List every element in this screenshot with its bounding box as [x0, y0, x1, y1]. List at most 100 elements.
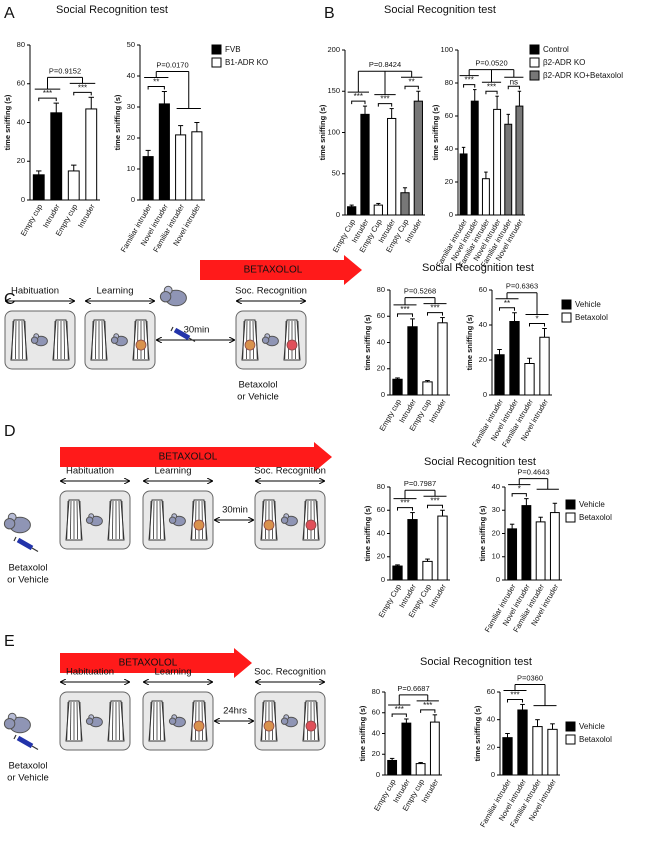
cup-bar	[303, 500, 306, 540]
y-tick-label: 40	[445, 144, 453, 153]
cup-bar	[118, 500, 120, 540]
cup-bar	[21, 320, 23, 360]
cup-bar	[66, 320, 69, 360]
y-tick-label: 80	[377, 285, 385, 294]
drug-label: BETAXOLOL	[244, 265, 303, 276]
bar	[85, 108, 98, 201]
significance-label: ***	[400, 499, 409, 508]
cup-mouse	[263, 519, 275, 531]
pvalue-label: P=0.5268	[404, 287, 436, 296]
panel-label: E	[4, 633, 15, 650]
significance-label: ***	[400, 305, 409, 314]
pvalue-label: P=0.9152	[49, 66, 81, 75]
y-axis-label: time sniffing (s)	[318, 104, 327, 160]
legend-label: Betaxolol	[579, 513, 612, 522]
drug-label: BETAXOLOL	[119, 658, 178, 669]
bar	[509, 321, 520, 396]
cup-bar	[195, 500, 197, 540]
cup-bar	[313, 500, 315, 540]
group-bracket	[416, 694, 439, 702]
panel-label: B	[324, 5, 335, 22]
significance-bracket	[404, 85, 419, 90]
y-tick-label: 0	[381, 575, 385, 584]
significance-bracket	[507, 85, 520, 90]
arena	[59, 691, 131, 751]
y-tick-label: 0	[336, 210, 340, 219]
panel-title: Social Recognition test	[420, 656, 532, 668]
group-bracket	[508, 478, 531, 486]
cup-bar	[63, 320, 65, 360]
y-tick-label: 30	[492, 505, 500, 514]
interval-label: 30min	[184, 325, 210, 336]
y-axis-label: time sniffing (s)	[358, 705, 367, 761]
y-axis-label: time sniffing (s)	[478, 505, 487, 561]
cup-mouse	[193, 519, 205, 531]
y-tick-label: 0	[21, 195, 25, 204]
legend-label: Vehicle	[579, 500, 605, 509]
cup-bar	[137, 320, 139, 360]
y-tick-label: 20	[487, 742, 495, 751]
cup-bar	[133, 320, 136, 360]
group-bracket	[423, 297, 447, 305]
pvalue-label: P=0.0170	[156, 60, 188, 69]
y-tick-label: 20	[377, 552, 385, 561]
arena	[142, 691, 214, 751]
bar	[347, 206, 357, 216]
bar	[437, 515, 448, 581]
cup-bar	[204, 701, 207, 741]
cup-bar	[288, 320, 290, 360]
legend-label: Control	[543, 45, 569, 54]
arena	[254, 490, 326, 550]
bar	[535, 521, 546, 581]
cup-bar	[121, 500, 124, 540]
significance-label: ***	[487, 82, 496, 91]
bar	[429, 721, 440, 776]
cup-bar	[271, 500, 273, 540]
group-bracket	[176, 71, 201, 109]
x-tick-label: Empty cup	[19, 202, 45, 237]
significance-bracket	[397, 313, 413, 317]
arena	[254, 691, 326, 751]
bar	[494, 354, 505, 396]
mouse-head	[30, 336, 39, 344]
group-bracket	[459, 69, 479, 77]
cup-mouse	[305, 720, 317, 732]
bar	[360, 113, 370, 216]
stage-label: Learning	[97, 286, 134, 297]
significance-bracket	[38, 97, 57, 102]
significance-bracket	[351, 100, 366, 105]
group-bracket	[388, 694, 411, 706]
y-tick-label: 60	[445, 111, 453, 120]
significance-label: *	[535, 315, 538, 324]
legend-swatch	[529, 44, 540, 55]
cup-bar	[11, 320, 14, 360]
legend-swatch	[561, 312, 572, 323]
drug-arrow	[60, 648, 252, 678]
y-axis-label: time sniffing (s)	[465, 314, 474, 370]
significance-label: ***	[430, 496, 439, 505]
y-tick-label: 0	[376, 770, 380, 779]
bar	[392, 565, 403, 581]
cup-bar	[297, 320, 300, 360]
y-tick-label: 200	[327, 45, 340, 54]
cup-bar	[201, 701, 203, 741]
significance-label: ***	[380, 95, 389, 104]
pvalue-label: P=0.7987	[404, 479, 436, 488]
pvalue-label: P=0.4643	[517, 468, 549, 477]
cup-bar	[274, 500, 277, 540]
panel-label: A	[4, 5, 15, 22]
y-tick-label: 20	[479, 355, 487, 364]
significance-label: ***	[43, 89, 52, 98]
significance-label: *	[518, 485, 521, 494]
legend-swatch	[565, 721, 576, 732]
cup-bar	[108, 500, 111, 540]
cup-bar	[255, 320, 258, 360]
y-axis-label: time sniffing (s)	[363, 314, 372, 370]
significance-bracket	[529, 323, 545, 327]
mouse-head	[159, 291, 172, 303]
bar	[401, 722, 412, 776]
group-bracket	[503, 684, 527, 691]
bar	[32, 174, 45, 201]
y-tick-label: 60	[377, 505, 385, 514]
